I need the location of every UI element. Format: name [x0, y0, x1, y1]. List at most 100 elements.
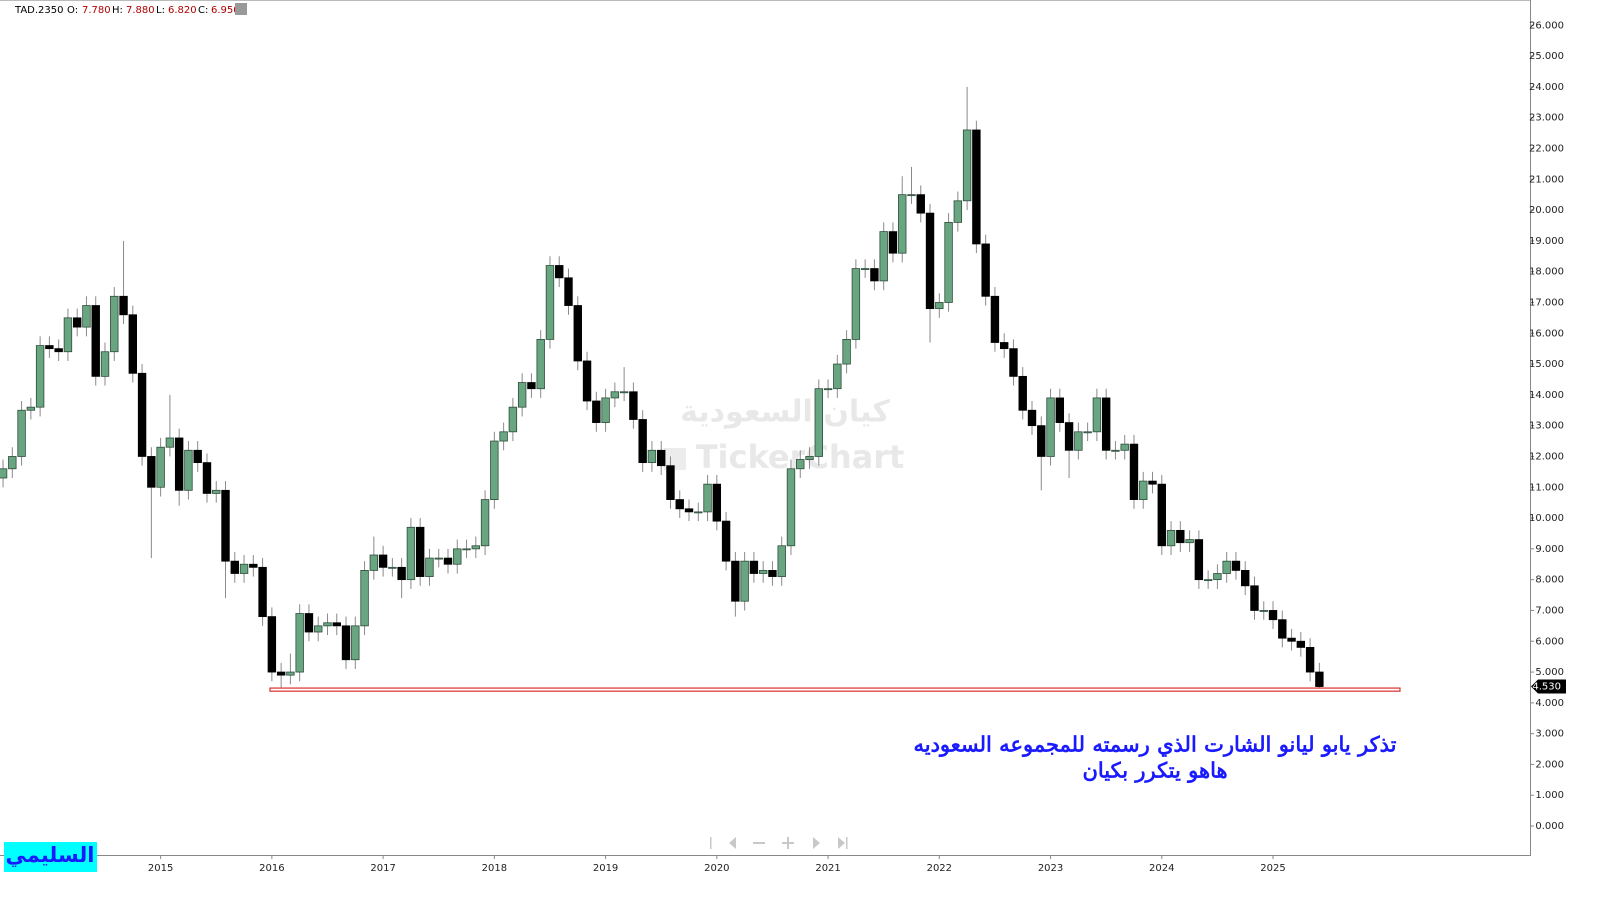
y-tick-label: 3.000	[1535, 729, 1564, 740]
candle-body	[471, 545, 481, 550]
candle-body	[731, 560, 740, 602]
candle-body	[1185, 539, 1194, 544]
candle-body	[314, 625, 323, 633]
candle-body	[119, 295, 128, 316]
x-tick-label: 2023	[1038, 863, 1063, 874]
candle-body	[638, 419, 647, 464]
nav-left[interactable]	[729, 837, 736, 849]
candle-body	[675, 499, 684, 510]
candle-body	[721, 520, 731, 562]
more-button[interactable]	[235, 3, 247, 15]
y-tick-label: 14.000	[1529, 390, 1564, 401]
close-value: 6.950	[211, 5, 240, 16]
candle-body	[740, 560, 749, 602]
candle-body	[239, 563, 249, 574]
candle-body	[1268, 610, 1278, 621]
candle-body	[666, 465, 675, 500]
candle-body	[26, 406, 36, 411]
candle-body	[406, 526, 416, 581]
candle-body	[1222, 560, 1231, 574]
candle-body	[1203, 579, 1213, 582]
nav-zoom-in[interactable]	[782, 837, 794, 849]
candle-body	[582, 360, 592, 402]
candle-body	[147, 456, 156, 488]
candle-body	[249, 563, 258, 568]
candle-body	[657, 449, 666, 467]
candle-body	[907, 194, 916, 197]
high-value: 7.880	[126, 5, 155, 16]
candle-body	[295, 613, 304, 673]
last-price-label: 4.530	[1532, 682, 1561, 693]
candle-body	[786, 468, 796, 547]
candle-body	[184, 449, 193, 491]
candle-body	[592, 400, 601, 423]
candle-body	[694, 511, 703, 514]
candle-body	[54, 348, 63, 353]
candle-body	[1101, 397, 1111, 451]
last-price-marker	[1531, 679, 1566, 694]
candle-body	[1241, 570, 1250, 587]
candle-body	[925, 212, 935, 310]
nav-right[interactable]	[813, 837, 820, 849]
nav-zoom-out[interactable]	[753, 842, 765, 844]
candle-body	[1083, 431, 1092, 434]
watermark-icon	[664, 448, 686, 470]
candle-body	[962, 129, 972, 202]
candle-body	[230, 560, 239, 574]
candle-body	[323, 622, 332, 627]
candle-body	[1296, 640, 1306, 648]
candle-body	[17, 409, 26, 457]
candle-body	[573, 305, 582, 362]
low-value: 6.820	[168, 5, 197, 16]
y-tick-label: 12.000	[1529, 451, 1564, 462]
open-value: 7.780	[82, 5, 111, 16]
candle-body	[768, 570, 777, 577]
signature: السليمي	[6, 843, 95, 867]
annotation: تذكر يابو ليانو الشارت الذي رسمته للمجمو…	[913, 732, 1396, 758]
candle-body	[100, 351, 110, 377]
candle-body	[490, 440, 499, 500]
x-tick-label: 2016	[259, 863, 284, 874]
candle-body	[1315, 671, 1324, 687]
candle-body	[1305, 647, 1315, 673]
candle-body	[916, 194, 925, 214]
y-tick-label: 1.000	[1535, 790, 1564, 801]
candle-body	[304, 613, 314, 633]
candle-body	[860, 268, 870, 270]
y-tick-label: 23.000	[1529, 113, 1564, 124]
candle-body	[684, 508, 694, 513]
candle-body	[1009, 348, 1018, 377]
candle-body	[805, 456, 814, 460]
nav-start[interactable]	[710, 837, 712, 849]
candle-body	[443, 557, 453, 565]
y-tick-label: 22.000	[1529, 143, 1564, 154]
candle-body	[944, 221, 953, 303]
y-tick-label: 15.000	[1529, 359, 1564, 370]
candle-body	[972, 129, 981, 245]
candle-body	[1139, 480, 1148, 500]
candle-body	[212, 489, 221, 494]
candle-body	[1092, 397, 1102, 433]
candle-body	[610, 391, 620, 399]
candle-body	[1148, 480, 1157, 485]
high-label: H:	[112, 5, 123, 16]
candle-body	[749, 560, 759, 574]
signature-box	[4, 842, 97, 872]
candle-body	[619, 391, 629, 394]
candle-body	[462, 548, 471, 551]
candle-body	[499, 431, 508, 442]
y-tick-label: 6.000	[1535, 636, 1564, 647]
candle-body	[555, 265, 564, 279]
candle-body	[0, 468, 8, 479]
candle-body	[888, 231, 898, 254]
candle-body	[833, 363, 842, 390]
candle-body	[63, 317, 73, 353]
candle-body	[72, 317, 82, 328]
y-tick-label: 10.000	[1529, 513, 1564, 524]
candle-body	[1231, 560, 1241, 571]
candle-body	[258, 566, 267, 618]
candle-body	[536, 339, 545, 390]
nav-end[interactable]	[838, 837, 848, 849]
